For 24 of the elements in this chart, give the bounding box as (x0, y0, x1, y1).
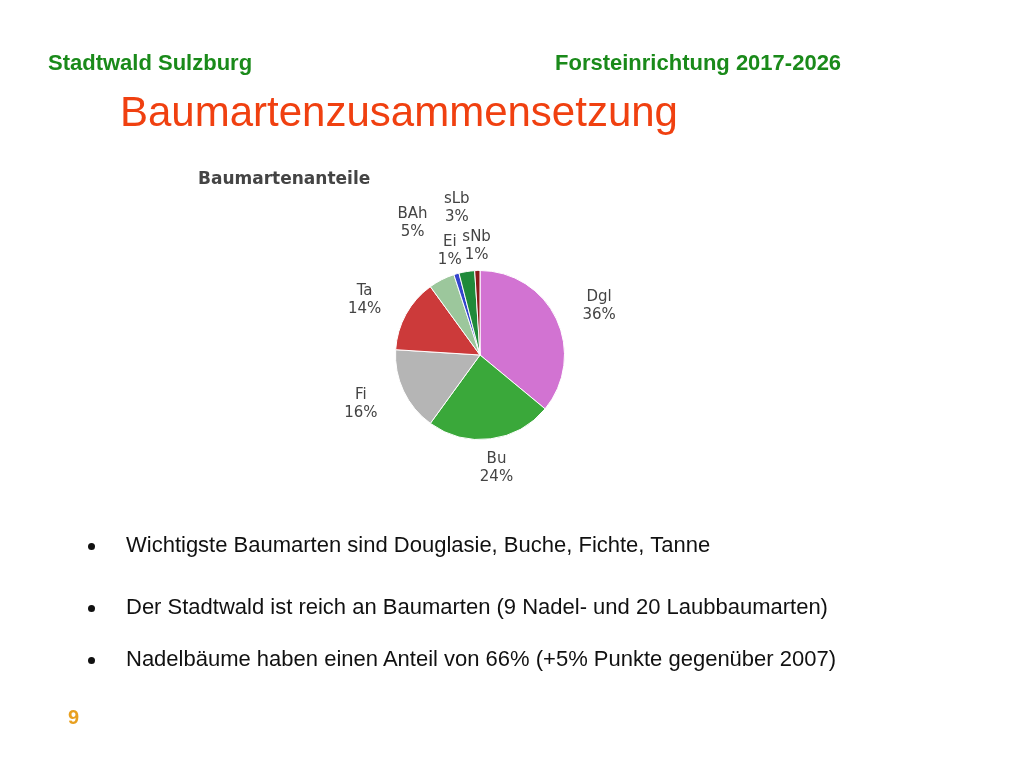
slice-label: sNb (462, 227, 491, 246)
text: 9 (68, 706, 80, 729)
data-label: 24% (479, 467, 514, 486)
slice-label: Dgl (586, 287, 612, 306)
text: Der Stadtwald ist reich an Baumarten (9 Nadel- und 20 Laubbaumarten) (125, 594, 828, 620)
text: Nadelbäume haben einen Anteil von 66% (+5% Punkte gegenüber 2007) (125, 646, 837, 672)
data-label: 14% (347, 298, 382, 317)
slice-label: Bu (486, 449, 507, 468)
data-label: 1% (437, 249, 462, 268)
data-label: 1% (464, 245, 489, 264)
slice-label: BAh (397, 203, 428, 222)
data-label: 16% (344, 402, 378, 421)
slice-label: Ta (355, 280, 373, 299)
data-label: 5% (400, 221, 425, 240)
text: Forsteinrichtung 2017-2026 (555, 50, 842, 76)
data-label: 36% (582, 305, 616, 324)
slice-label: Ei (442, 231, 457, 250)
text: Wichtigste Baumarten sind Douglasie, Buche, Fichte, Tanne (125, 532, 711, 558)
chart-subtitle: Baumartenanteile (198, 168, 371, 188)
slice-label: sLb (443, 189, 470, 208)
chart-title: Baumartenzusammensetzung (120, 88, 678, 136)
data-label: 3% (444, 207, 469, 226)
text: Stadtwald Sulzburg (48, 50, 253, 76)
slice-label: Fi (355, 384, 367, 403)
